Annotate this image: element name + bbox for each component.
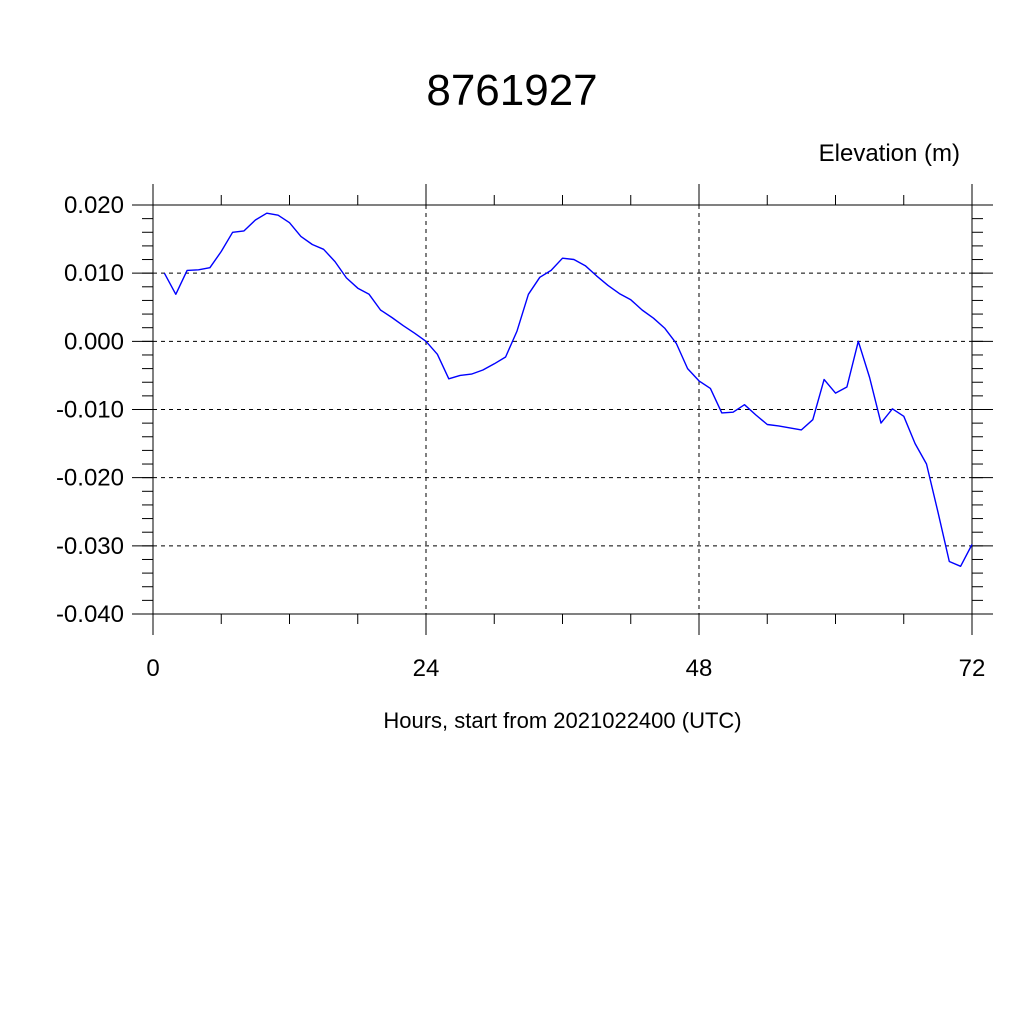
y-tick-label: 0.010 <box>64 260 124 287</box>
x-tick-label: 48 <box>686 655 713 682</box>
x-tick-label: 24 <box>413 655 440 682</box>
chart-title: 8761927 <box>426 66 598 115</box>
y-tick-label: -0.030 <box>56 533 124 560</box>
y-tick-label: -0.010 <box>56 397 124 424</box>
y-tick-label: 0.020 <box>64 192 124 219</box>
x-tick-label: 72 <box>959 655 986 682</box>
y-tick-label: -0.040 <box>56 601 124 628</box>
y-tick-label: -0.020 <box>56 465 124 492</box>
y-tick-label: 0.000 <box>64 328 124 355</box>
x-axis-label: Hours, start from 2021022400 (UTC) <box>383 708 742 733</box>
y-axis-label: Elevation (m) <box>818 140 960 167</box>
x-tick-label: 0 <box>146 655 159 682</box>
series-line <box>163 212 973 567</box>
